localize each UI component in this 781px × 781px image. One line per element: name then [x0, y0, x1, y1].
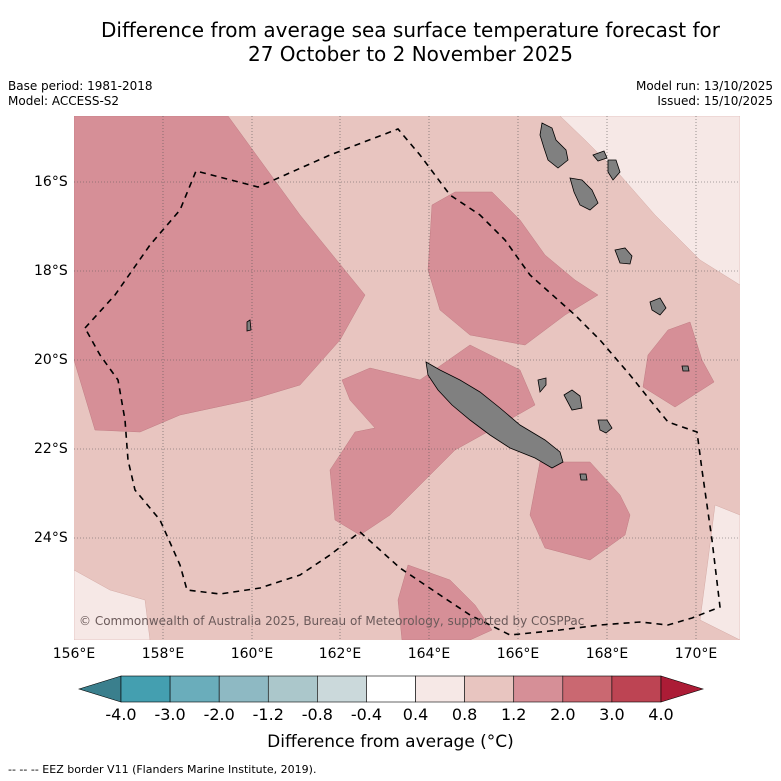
meta-right: Model run: 13/10/2025 Issued: 15/10/2025	[636, 79, 773, 109]
vanuatu-espiritu-santo	[539, 122, 569, 169]
loyalty-mare	[597, 419, 613, 434]
lat-label-24s: 24°S	[34, 530, 68, 546]
loyalty-ouvea	[537, 377, 547, 393]
issued-date: Issued: 15/10/2025	[657, 94, 773, 108]
vanuatu-islands-2	[592, 150, 608, 162]
vanuatu-islands-1	[569, 177, 599, 211]
lon-label-160e: 160°E	[230, 646, 274, 662]
vanuatu-efate	[614, 247, 633, 265]
colorbar-segment	[562, 675, 613, 703]
map-title: Difference from average sea surface temp…	[40, 18, 781, 66]
strong-anomaly-south	[397, 564, 493, 640]
eez-border	[84, 128, 721, 636]
colorbar-segment	[415, 675, 465, 703]
colorbar-tick-label: 0.4	[402, 705, 429, 724]
colorbar-tick-label: 0.8	[451, 705, 478, 724]
colorbar-segment	[169, 675, 220, 703]
strong-anomaly-central-band	[329, 344, 536, 536]
colorbar-segment	[218, 675, 269, 703]
colorbar-tick-label: -0.8	[301, 705, 333, 724]
colorbar-segment	[267, 675, 318, 703]
lon-label-170e: 170°E	[674, 646, 718, 662]
model-run: Model run: 13/10/2025	[635, 79, 773, 93]
colorbar-tick-label: -4.0	[105, 705, 137, 724]
colorbar-under-extend	[78, 675, 122, 703]
vanuatu-islands-3	[607, 159, 621, 181]
base-period: Base period: 1981-2018	[8, 79, 153, 93]
lon-label-162e: 162°E	[318, 646, 362, 662]
colorbar-segment	[464, 675, 515, 703]
title-line-2: 27 October to 2 November 2025	[247, 42, 574, 66]
chesterfield-islet	[246, 319, 252, 332]
colorbar-tick-label: 2.0	[550, 705, 576, 724]
colorbar-tick-label: -2.0	[203, 705, 235, 724]
colorbar-tick-label: -0.4	[350, 705, 383, 724]
strong-anomaly-west	[74, 116, 366, 433]
lon-label-158e: 158°E	[141, 646, 185, 662]
matthew-hunter-islet	[649, 297, 667, 316]
new-caledonia-island	[425, 361, 564, 469]
colorbar-label: Difference from average (°C)	[267, 732, 514, 752]
model-name: Model: ACCESS-S2	[8, 94, 120, 108]
lat-label-16s: 16°S	[34, 174, 68, 190]
lat-label-22s: 22°S	[34, 441, 68, 457]
colorbar-segment	[611, 675, 662, 703]
lon-label-166e: 166°E	[496, 646, 540, 662]
colorbar-segment	[366, 675, 416, 703]
copyright-notice: © Commonwealth of Australia 2025, Bureau…	[79, 614, 585, 628]
colorbar-tick-label: 4.0	[648, 705, 674, 724]
loyalty-lifou	[563, 389, 583, 411]
strong-anomaly-east	[642, 321, 715, 408]
lat-label-20s: 20°S	[34, 352, 68, 368]
meta-left: Base period: 1981-2018 Model: ACCESS-S2	[8, 79, 153, 109]
strong-anomaly-south-central	[529, 461, 631, 561]
colorbar	[78, 675, 704, 703]
lon-label-168e: 168°E	[585, 646, 629, 662]
colorbar-tick-label: -3.0	[154, 705, 186, 724]
lat-label-18s: 18°S	[34, 263, 68, 279]
title-line-1: Difference from average sea surface temp…	[100, 18, 720, 42]
colorbar-segment	[513, 675, 564, 703]
strong-anomaly-north-central	[427, 191, 599, 346]
colorbar-tick-label: -1.2	[252, 705, 284, 724]
eez-footnote: -- -- -- EEZ border V11 (Flanders Marine…	[8, 763, 317, 776]
walpole-islet	[681, 365, 690, 372]
map-panel	[74, 116, 740, 640]
lon-label-156e: 156°E	[52, 646, 96, 662]
colorbar-segment	[317, 675, 367, 703]
land	[246, 122, 690, 481]
isle-of-pines	[579, 473, 588, 481]
colorbar-over-extend	[660, 675, 704, 703]
colorbar-segment	[120, 675, 171, 703]
graticule	[74, 116, 740, 640]
lon-label-164e: 164°E	[407, 646, 451, 662]
colorbar-tick-label: 1.2	[500, 705, 527, 724]
colorbar-tick-label: 3.0	[599, 705, 625, 724]
light-anomaly-southeast	[699, 504, 740, 640]
light-anomaly-southwest	[74, 569, 151, 640]
